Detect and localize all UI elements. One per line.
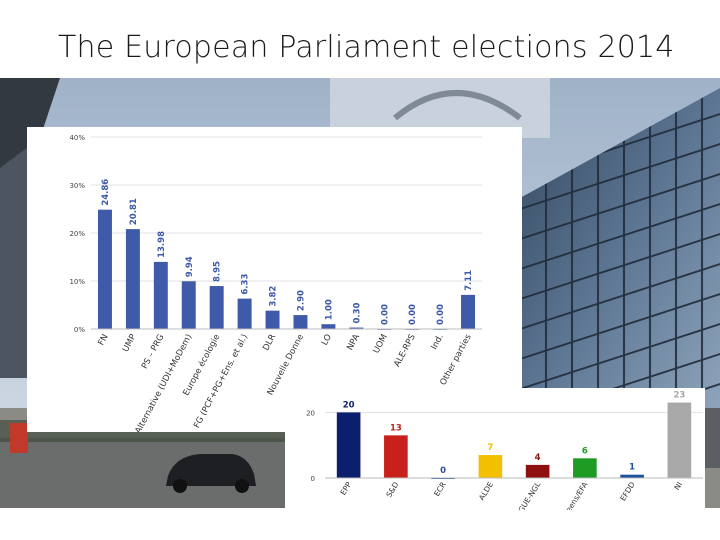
- chart2-x-tick-label: ECR: [432, 480, 448, 498]
- chart1-bar: [461, 294, 476, 329]
- chart2-x-tick-label: ALDE: [477, 480, 495, 502]
- french-results-bar-chart: 0% 10% 20% 30% 40% 24.86 FN 20.81 UMP 13.98 PS – P…: [69, 134, 482, 435]
- chart1-data-label: 0.30: [352, 303, 362, 324]
- chart2-x-tick-label: Greens/EFA: [559, 480, 590, 510]
- chart1-data-label: 0.00: [380, 304, 390, 325]
- chart2-data-label: 6: [582, 446, 588, 456]
- chart1-x-tick-label: NPA: [345, 333, 362, 353]
- chart1-bar: [321, 324, 336, 329]
- chart1-x-tick-label: FG (PCF+PG+Ens. et al.): [192, 333, 250, 430]
- chart2-data-label: 1: [629, 463, 635, 473]
- chart2-x-tick-label: NI: [672, 480, 684, 491]
- chart1-data-label: 3.82: [269, 286, 279, 307]
- chart2-data-label: 13: [390, 423, 402, 433]
- chart1-bar: [153, 261, 168, 329]
- chart1-x-tick-label: UOM: [372, 333, 390, 356]
- chart2-bar: [667, 402, 692, 478]
- chart2-data-label: 23: [673, 391, 685, 401]
- chart1-x-tick-label: Ind.: [429, 333, 445, 352]
- chart2-bar: [336, 412, 361, 478]
- chart2-bar: [478, 455, 503, 478]
- ep-groups-chart-panel: 0 20 20 EPP 13 S&D 0 ECR 7 ALDE 4 GUE-NGL 6 Greens/EF…: [285, 388, 705, 521]
- chart1-data-label: 2.90: [296, 290, 306, 311]
- chart2-x-tick-label: S&D: [384, 480, 400, 499]
- chart1-y-tick-label: 40%: [69, 134, 85, 142]
- chart1-bar: [237, 298, 252, 329]
- chart2-bar: [384, 435, 408, 478]
- chart2-y-tick-label: 0: [311, 475, 315, 483]
- chart1-bar: [209, 286, 224, 329]
- chart1-data-label: 7.11: [464, 270, 474, 291]
- chart1-x-tick-label: LO: [320, 332, 334, 347]
- chart2-data-label: 4: [535, 453, 541, 463]
- chart1-data-label: 20.81: [129, 198, 139, 225]
- chart2-x-tick-label: GUE-NGL: [516, 480, 542, 510]
- chart1-data-label: 9.94: [185, 256, 195, 277]
- chart1-x-tick-label: DLR: [261, 333, 278, 353]
- chart1-bar: [97, 209, 112, 329]
- chart1-bar: [181, 281, 196, 329]
- chart2-bar: [525, 464, 550, 478]
- chart1-data-label: 8.95: [213, 261, 223, 282]
- chart1-y-tick-label: 10%: [69, 278, 85, 286]
- chart1-data-label: 0.00: [436, 304, 446, 325]
- slide-title: The European Parliament elections 2014: [58, 30, 675, 65]
- chart1-x-tick-label: PS – PRG: [140, 333, 167, 371]
- chart1-y-tick-label: 0%: [74, 326, 85, 334]
- chart1-bar: [293, 315, 308, 329]
- chart2-data-label: 0: [440, 466, 446, 476]
- chart1-x-tick-label: UMP: [121, 333, 139, 354]
- chart2-bar: [573, 458, 597, 478]
- chart2-bar: [620, 474, 644, 478]
- chart1-x-tick-label: FN: [97, 333, 111, 348]
- chart2-data-label: 20: [343, 400, 355, 410]
- chart1-data-label: 1.00: [324, 299, 334, 320]
- chart1-data-label: 6.33: [241, 274, 251, 295]
- chart1-y-tick-label: 20%: [69, 230, 85, 238]
- chart2-x-tick-label: EPP: [338, 480, 353, 497]
- chart1-bar: [125, 229, 140, 329]
- chart1-x-tick-label: Alternative (UDI+MoDem): [133, 333, 194, 432]
- chart1-data-label: 0.00: [408, 304, 418, 325]
- chart1-x-tick-label: ALE-RPS: [392, 333, 417, 369]
- chart1-bar: [349, 327, 364, 329]
- chart2-x-tick-label: EFDD: [618, 480, 637, 502]
- chart1-data-label: 13.98: [157, 231, 167, 258]
- chart1-bar: [265, 310, 280, 329]
- chart1-data-label: 24.86: [101, 179, 111, 206]
- french-results-chart-panel: 0% 10% 20% 30% 40% 24.86 FN 20.81 UMP 13.98 PS – P…: [27, 127, 522, 435]
- ep-groups-bar-chart: 0 20 20 EPP 13 S&D 0 ECR 7 ALDE 4 GUE-NGL 6 Greens/EF…: [306, 391, 703, 521]
- chart2-y-tick-label: 20: [306, 409, 315, 417]
- chart1-y-tick-label: 30%: [69, 182, 85, 190]
- chart2-data-label: 7: [487, 443, 493, 453]
